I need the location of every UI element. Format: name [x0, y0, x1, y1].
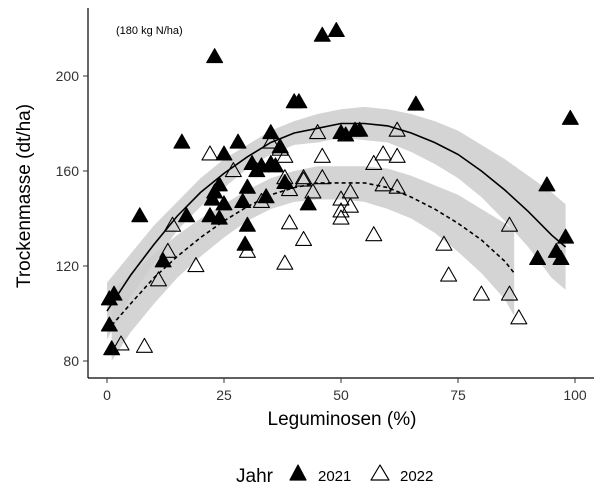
- data-point-2022: [280, 181, 299, 197]
- legend-key-2021: [289, 464, 307, 481]
- data-point-2022: [295, 230, 313, 247]
- data-point-2021: [327, 21, 345, 37]
- data-point-2022: [313, 147, 331, 163]
- confidence-band-2021: [107, 106, 566, 340]
- data-point-2021: [103, 340, 121, 356]
- data-point-2022: [159, 242, 177, 258]
- data-point-2021: [154, 252, 172, 268]
- x-tick-label: 0: [103, 387, 111, 403]
- data-point-2021: [276, 173, 294, 189]
- data-point-2022: [472, 285, 490, 301]
- plot-layer: [100, 21, 579, 361]
- fit-line-2022: [111, 182, 515, 326]
- x-tick-label: 25: [216, 387, 232, 403]
- data-point-2021: [201, 207, 219, 223]
- data-point-2022: [374, 145, 392, 161]
- data-point-2021: [561, 109, 579, 125]
- data-point-2022: [201, 145, 219, 161]
- data-point-2021: [529, 249, 547, 265]
- data-point-2021: [229, 133, 247, 149]
- data-point-2022: [341, 183, 359, 199]
- confidence-band-2022: [111, 166, 515, 361]
- y-tick-label: 200: [56, 68, 80, 84]
- data-point-2022: [276, 169, 294, 185]
- data-point-2021: [552, 249, 570, 265]
- data-point-2022: [500, 216, 519, 232]
- data-point-2022: [304, 183, 322, 199]
- data-point-2022: [374, 176, 392, 192]
- data-point-2022: [187, 257, 205, 273]
- data-point-2022: [388, 121, 406, 137]
- x-tick-label: 50: [333, 387, 349, 403]
- y-axis-title: Trockenmasse (dt/ha): [14, 104, 35, 288]
- data-point-2022: [262, 133, 280, 149]
- data-point-2022: [276, 254, 294, 270]
- legend: Jahr 2021 2022: [236, 464, 433, 486]
- data-point-2022: [313, 169, 331, 185]
- data-point-2022: [224, 162, 242, 178]
- data-point-2022: [163, 216, 182, 232]
- data-point-2021: [210, 176, 228, 192]
- legend-label-2022: 2022: [400, 468, 433, 485]
- data-point-2021: [210, 209, 228, 225]
- data-point-2022: [332, 202, 350, 218]
- data-point-2021: [215, 145, 233, 161]
- data-point-2021: [351, 121, 369, 137]
- data-point-2021: [238, 216, 256, 232]
- data-point-2022: [365, 154, 383, 171]
- data-point-2022: [510, 309, 528, 325]
- y-tick-label: 120: [56, 258, 80, 274]
- data-point-2021: [105, 285, 123, 301]
- data-point-2022: [271, 140, 289, 156]
- x-tick-label: 100: [563, 387, 587, 403]
- data-point-2022: [341, 197, 359, 213]
- data-point-2021: [215, 195, 233, 211]
- data-point-2021: [234, 192, 252, 208]
- x-tick-label: 75: [450, 387, 466, 403]
- y-tick-label: 80: [63, 353, 79, 369]
- data-point-2022: [280, 214, 299, 230]
- data-point-2022: [276, 147, 294, 163]
- data-point-2022: [388, 178, 406, 194]
- data-point-2022: [440, 266, 458, 282]
- axis-layer: 0 25 50 75 100 80 120 160 200: [56, 8, 594, 403]
- chart-annotation: (180 kg N/ha): [116, 25, 183, 37]
- data-point-2022: [149, 271, 168, 287]
- data-point-2021: [173, 133, 191, 149]
- data-point-2021: [557, 228, 575, 244]
- data-point-2021: [206, 48, 224, 64]
- data-point-2021: [299, 195, 317, 211]
- fit-line-2021: [106, 122, 567, 312]
- data-point-2022: [309, 124, 327, 140]
- legend-key-2022: [370, 464, 390, 481]
- data-point-2022: [365, 226, 383, 242]
- data-point-2021: [178, 207, 196, 223]
- data-point-2021: [266, 157, 284, 173]
- data-point-2022: [435, 235, 453, 251]
- data-point-2021: [538, 176, 556, 192]
- data-point-2021: [131, 207, 149, 223]
- data-point-2021: [238, 178, 256, 194]
- y-tick-label: 160: [56, 163, 80, 179]
- data-point-2022: [295, 171, 313, 187]
- data-point-2021: [100, 316, 118, 332]
- data-point-2022: [135, 337, 153, 353]
- data-point-2021: [407, 95, 425, 111]
- data-point-2022: [252, 192, 270, 209]
- legend-label-2021: 2021: [318, 468, 351, 485]
- data-point-2021: [262, 124, 280, 140]
- legend-title: Jahr: [236, 466, 274, 486]
- data-point-2021: [290, 93, 308, 109]
- data-point-2022: [238, 242, 256, 258]
- data-point-2022: [295, 169, 313, 185]
- data-point-2022: [112, 335, 130, 351]
- x-axis-title: Leguminosen (%): [268, 409, 417, 430]
- data-point-2021: [313, 26, 331, 42]
- data-point-2022: [500, 285, 519, 301]
- data-point-2022: [388, 147, 406, 163]
